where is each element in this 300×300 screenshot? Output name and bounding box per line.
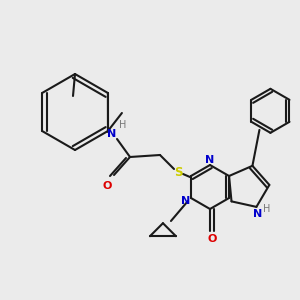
Text: N: N — [107, 129, 117, 139]
Text: O: O — [102, 181, 112, 191]
Text: N: N — [181, 196, 190, 206]
Text: N: N — [206, 155, 214, 165]
Text: H: H — [119, 120, 127, 130]
Text: H: H — [263, 204, 270, 214]
Text: S: S — [174, 166, 182, 178]
Text: O: O — [207, 234, 217, 244]
Text: N: N — [253, 209, 262, 219]
